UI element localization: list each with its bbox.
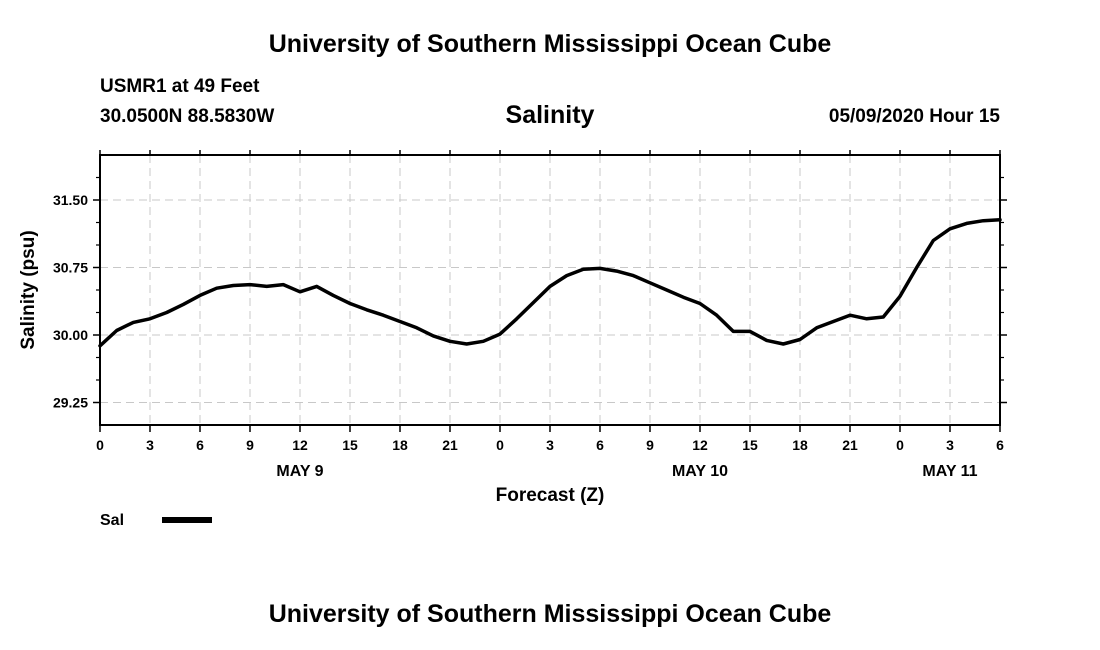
- x-tick-label: 0: [96, 437, 104, 453]
- x-tick-label: 6: [196, 437, 204, 453]
- y-tick-label: 31.50: [53, 192, 88, 208]
- x-tick-label: 3: [546, 437, 554, 453]
- chart-title-top: University of Southern Mississippi Ocean…: [268, 30, 832, 58]
- station-label: USMR1 at 49 Feet: [100, 76, 260, 97]
- x-tick-label: 12: [292, 437, 308, 453]
- x-tick-label: 3: [946, 437, 954, 453]
- x-tick-label: 15: [342, 437, 358, 453]
- x-tick-label: 0: [896, 437, 904, 453]
- parameter-title: Salinity: [505, 101, 595, 129]
- x-tick-label: 12: [692, 437, 708, 453]
- x-tick-label: 3: [146, 437, 154, 453]
- series: [98, 218, 1002, 348]
- x-tick-label: 0: [496, 437, 504, 453]
- plot-frame: [99, 154, 1001, 426]
- y-axis-title: Salinity (psu): [18, 230, 39, 349]
- coordinates-label: 30.0500N 88.5830W: [100, 106, 275, 127]
- y-tick-label: 30.00: [53, 327, 88, 343]
- legend-label: Sal: [100, 512, 124, 529]
- x-tick-label: 18: [792, 437, 808, 453]
- x-tick-label: 6: [996, 437, 1004, 453]
- x-tick-label: 6: [596, 437, 604, 453]
- y-tick-label: 29.25: [53, 395, 88, 411]
- day-label: MAY 10: [672, 463, 728, 480]
- day-label: MAY 11: [922, 463, 977, 480]
- series-line-sal: [98, 218, 1002, 348]
- x-tick-label: 15: [742, 437, 758, 453]
- x-tick-label: 21: [842, 437, 858, 453]
- grid-lines: [100, 155, 1000, 425]
- x-tick-label: 9: [246, 437, 254, 453]
- datetime-label: 05/09/2020 Hour 15: [828, 106, 1000, 127]
- x-tick-label: 9: [646, 437, 654, 453]
- x-axis-title: Forecast (Z): [496, 485, 605, 506]
- x-tick-label: 21: [442, 437, 458, 453]
- axes: [93, 150, 1007, 432]
- x-tick-label: 18: [392, 437, 408, 453]
- y-tick-label: 30.75: [53, 260, 88, 276]
- chart-title-bottom: University of Southern Mississippi Ocean…: [268, 600, 832, 628]
- day-label: MAY 9: [276, 463, 323, 480]
- axis-labels: 0 3 6 9 12 15 18 21 0 3 6 9 12 15 18 21 0 3 6 29.25 30.00 30.…: [18, 192, 1004, 529]
